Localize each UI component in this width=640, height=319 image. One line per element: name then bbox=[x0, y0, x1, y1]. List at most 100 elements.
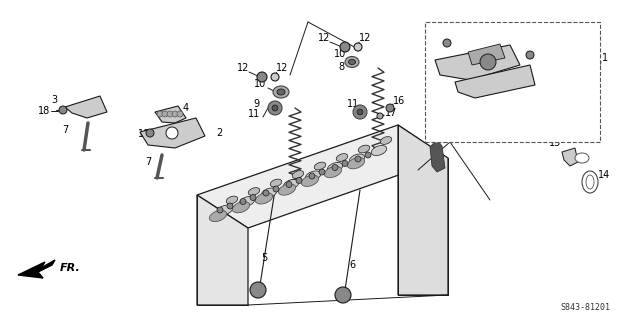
Ellipse shape bbox=[277, 89, 285, 95]
Circle shape bbox=[268, 101, 282, 115]
Text: 14: 14 bbox=[598, 170, 610, 180]
Ellipse shape bbox=[336, 154, 348, 161]
Polygon shape bbox=[430, 140, 445, 172]
Ellipse shape bbox=[327, 162, 342, 173]
Polygon shape bbox=[140, 118, 205, 148]
Ellipse shape bbox=[349, 154, 365, 164]
Text: 18: 18 bbox=[540, 43, 552, 53]
Text: 2: 2 bbox=[216, 128, 222, 138]
Polygon shape bbox=[455, 65, 535, 98]
Polygon shape bbox=[197, 195, 248, 305]
Ellipse shape bbox=[255, 193, 273, 204]
Circle shape bbox=[257, 72, 267, 82]
Ellipse shape bbox=[278, 184, 296, 195]
Ellipse shape bbox=[358, 145, 370, 153]
Text: 10: 10 bbox=[334, 49, 346, 59]
Circle shape bbox=[250, 195, 256, 201]
Polygon shape bbox=[18, 260, 55, 278]
Circle shape bbox=[335, 287, 351, 303]
Text: 3: 3 bbox=[51, 95, 57, 105]
Ellipse shape bbox=[232, 202, 250, 213]
Circle shape bbox=[365, 152, 371, 158]
Text: 4: 4 bbox=[183, 103, 189, 113]
Circle shape bbox=[250, 282, 266, 298]
Text: 6: 6 bbox=[349, 260, 355, 270]
Text: 7: 7 bbox=[471, 82, 477, 92]
Polygon shape bbox=[65, 96, 107, 118]
Ellipse shape bbox=[582, 171, 598, 193]
Ellipse shape bbox=[586, 175, 594, 189]
Circle shape bbox=[146, 129, 154, 137]
Text: 12: 12 bbox=[318, 33, 330, 43]
Text: S843-81201: S843-81201 bbox=[560, 302, 610, 311]
Polygon shape bbox=[398, 125, 448, 295]
Circle shape bbox=[227, 203, 233, 209]
Circle shape bbox=[443, 39, 451, 47]
Ellipse shape bbox=[226, 196, 238, 204]
Ellipse shape bbox=[380, 137, 392, 145]
Circle shape bbox=[177, 111, 183, 117]
Ellipse shape bbox=[261, 188, 276, 198]
Text: 8: 8 bbox=[338, 62, 344, 72]
Text: 17: 17 bbox=[385, 108, 397, 118]
Text: 7: 7 bbox=[62, 125, 68, 135]
Circle shape bbox=[526, 51, 534, 59]
Ellipse shape bbox=[314, 162, 326, 170]
Circle shape bbox=[263, 190, 269, 196]
Text: 12: 12 bbox=[237, 63, 249, 73]
Text: 18: 18 bbox=[138, 129, 150, 139]
Ellipse shape bbox=[209, 211, 227, 222]
Circle shape bbox=[166, 127, 178, 139]
Polygon shape bbox=[435, 45, 520, 80]
Circle shape bbox=[167, 111, 173, 117]
Polygon shape bbox=[562, 148, 578, 166]
Text: 12: 12 bbox=[276, 63, 288, 73]
Circle shape bbox=[59, 106, 67, 114]
Text: 18: 18 bbox=[38, 106, 50, 116]
Text: 12: 12 bbox=[359, 33, 371, 43]
Circle shape bbox=[355, 156, 361, 162]
Ellipse shape bbox=[270, 179, 282, 187]
Circle shape bbox=[377, 113, 383, 119]
Circle shape bbox=[480, 54, 496, 70]
Ellipse shape bbox=[371, 145, 387, 156]
Ellipse shape bbox=[301, 175, 319, 186]
Ellipse shape bbox=[349, 60, 355, 64]
Ellipse shape bbox=[239, 197, 255, 206]
Bar bbox=[425, 22, 600, 142]
Ellipse shape bbox=[273, 86, 289, 98]
Text: 1: 1 bbox=[602, 53, 608, 63]
Text: 16: 16 bbox=[393, 96, 405, 106]
Polygon shape bbox=[155, 106, 186, 123]
Circle shape bbox=[354, 43, 362, 51]
Circle shape bbox=[162, 111, 168, 117]
Circle shape bbox=[353, 105, 367, 119]
Text: 11: 11 bbox=[248, 109, 260, 119]
Circle shape bbox=[240, 198, 246, 204]
Polygon shape bbox=[468, 44, 505, 65]
Ellipse shape bbox=[575, 153, 589, 163]
Circle shape bbox=[157, 111, 163, 117]
Ellipse shape bbox=[292, 171, 304, 178]
Circle shape bbox=[272, 105, 278, 111]
Circle shape bbox=[342, 160, 348, 167]
Ellipse shape bbox=[345, 56, 359, 68]
Circle shape bbox=[332, 165, 338, 170]
Ellipse shape bbox=[218, 205, 233, 215]
Circle shape bbox=[357, 109, 363, 115]
Circle shape bbox=[273, 186, 279, 192]
Polygon shape bbox=[197, 125, 447, 228]
Circle shape bbox=[319, 169, 325, 175]
Ellipse shape bbox=[305, 171, 321, 181]
Text: 13: 13 bbox=[549, 138, 561, 148]
Circle shape bbox=[386, 104, 394, 112]
Text: 5: 5 bbox=[261, 253, 267, 263]
Ellipse shape bbox=[248, 188, 260, 195]
Text: 15: 15 bbox=[443, 135, 455, 145]
Circle shape bbox=[286, 182, 292, 188]
Circle shape bbox=[172, 111, 178, 117]
Circle shape bbox=[340, 42, 350, 52]
Text: 9: 9 bbox=[253, 99, 259, 109]
Text: 11: 11 bbox=[347, 99, 359, 109]
Circle shape bbox=[271, 73, 279, 81]
